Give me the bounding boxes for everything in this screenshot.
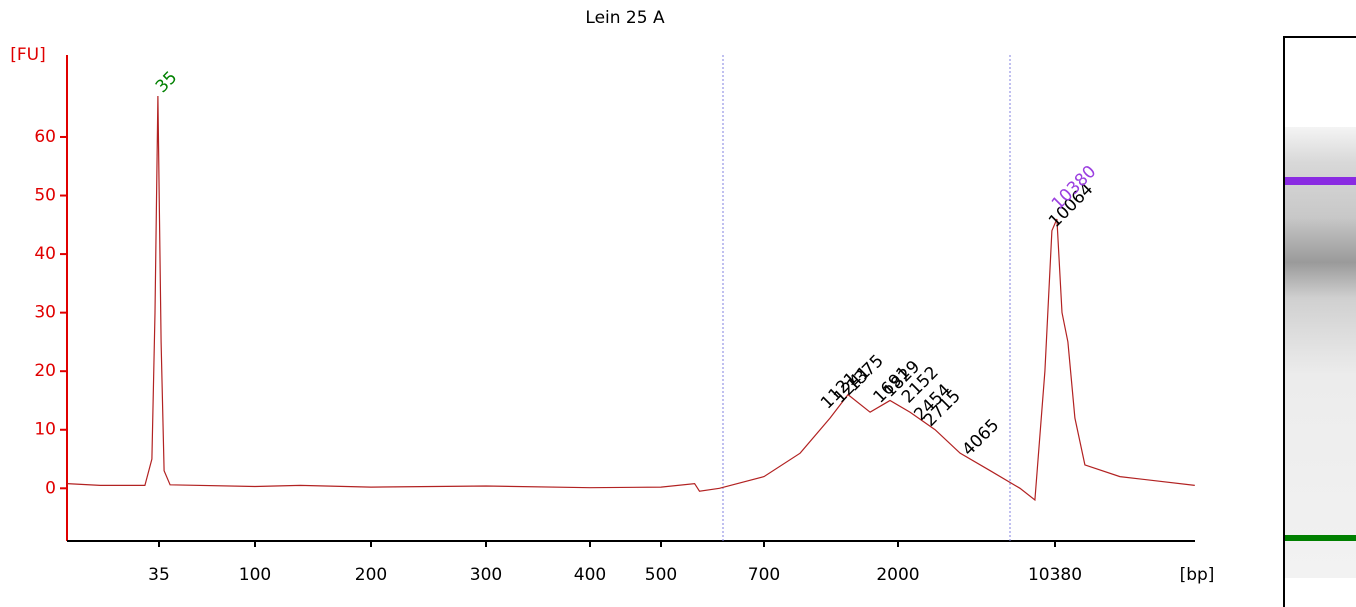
peak-label: 4065: [959, 415, 1004, 460]
y-tick-label: 60: [34, 127, 56, 147]
y-tick-label: 0: [45, 478, 56, 498]
y-tick-label: 30: [34, 303, 56, 323]
gel-band: [1285, 535, 1356, 541]
chart-title: Lein 25 A: [585, 8, 665, 28]
x-axis-label: [bp]: [1180, 565, 1215, 585]
y-tick-label: 40: [34, 244, 56, 264]
y-tick-label: 50: [34, 186, 56, 206]
x-tick-label: 300: [470, 565, 502, 585]
trace: [66, 95, 1195, 502]
peak-label: 35: [152, 68, 181, 97]
x-tick-label: 700: [748, 565, 780, 585]
y-tick-label: 20: [34, 361, 56, 381]
x-tick-label: 500: [645, 565, 677, 585]
gel-lane: [1283, 36, 1356, 607]
gel-smear: [1285, 127, 1356, 578]
x-tick-label: 2000: [876, 565, 919, 585]
y-tick-label: 10: [34, 420, 56, 440]
y-axis-label: [FU]: [10, 45, 46, 65]
x-tick-label: 10380: [1028, 565, 1082, 585]
x-tick-label: 200: [355, 565, 387, 585]
gel-band: [1285, 177, 1356, 185]
x-tick-label: 35: [148, 565, 170, 585]
x-tick-label: 400: [574, 565, 606, 585]
x-tick-label: 100: [239, 565, 271, 585]
